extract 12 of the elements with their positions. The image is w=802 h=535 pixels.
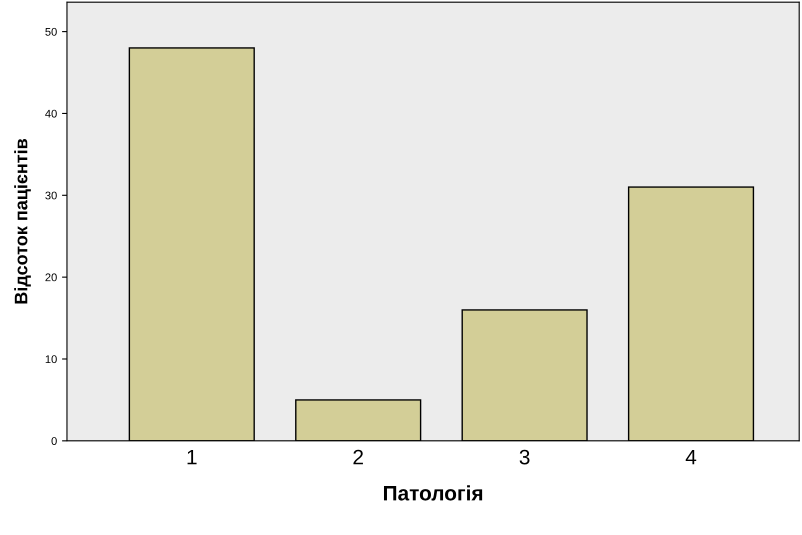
x-tick-label: 1 — [188, 450, 197, 464]
y-tick-label: 30 — [45, 192, 57, 200]
y-tick-label: 40 — [45, 110, 57, 118]
x-tick-label: 2 — [353, 450, 363, 464]
x-tick-label: 4 — [686, 450, 696, 464]
y-tick-label: 10 — [46, 355, 57, 364]
y-axis-title: Відсоток пацієнтів — [14, 138, 31, 304]
x-axis-title: Патологія — [384, 485, 482, 501]
y-tick-label: 50 — [45, 28, 57, 36]
x-tick-label: 3 — [520, 450, 530, 464]
y-tick-label: 0 — [52, 437, 57, 445]
y-tick-label: 20 — [45, 273, 57, 282]
